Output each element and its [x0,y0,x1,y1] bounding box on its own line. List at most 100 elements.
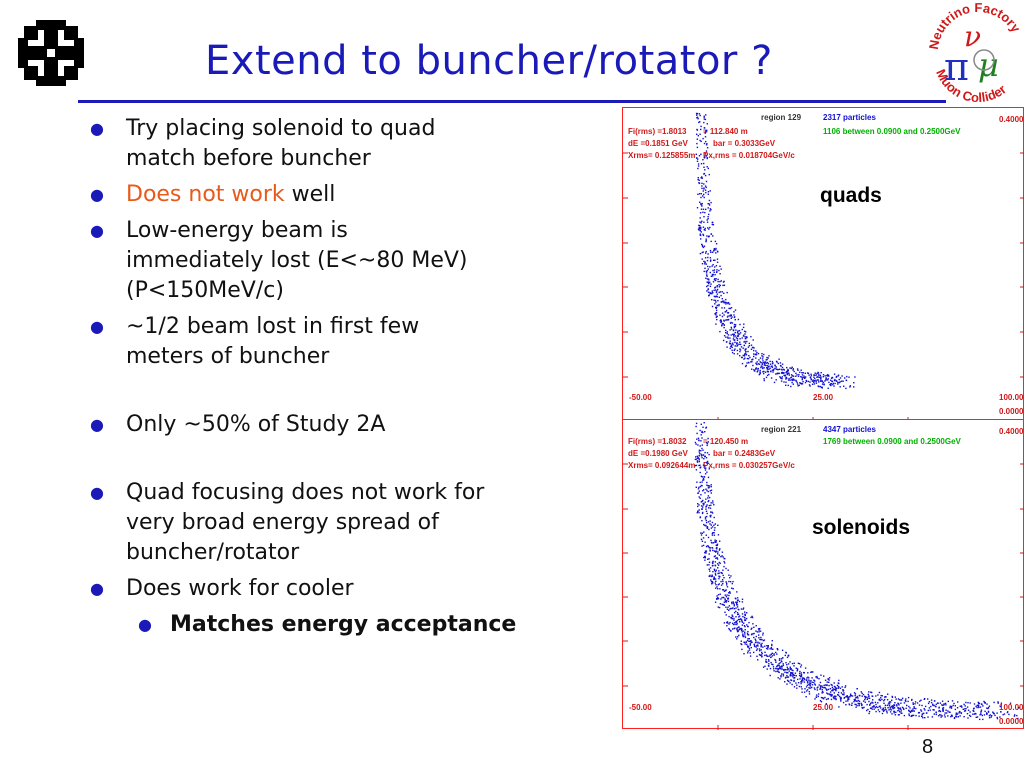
bullet-item: ● Try placing solenoid to quad match bef… [88,114,558,174]
scatter-point [705,467,707,469]
scatter-point [706,452,709,454]
scatter-point [725,581,727,583]
scatter-point [813,681,815,684]
scatter-point [716,557,718,559]
scatter-point [804,688,806,690]
scatter-point [962,708,964,710]
scatter-point [950,714,953,716]
scatter-point [868,695,870,698]
scatter-point [729,591,731,593]
scatter-point [720,321,722,324]
scatter-point [711,542,713,544]
scatter-point [703,479,705,481]
scatter-point [731,587,733,589]
scatter-point [717,300,719,302]
scatter-point [706,147,709,149]
scatter-point [871,708,873,710]
scatter-point [737,613,739,616]
scatter-point [709,547,711,549]
scatter-point [832,382,834,385]
scatter-point [714,299,717,302]
scatter-point [881,712,884,715]
scatter-point [732,601,734,603]
scatter-point [732,588,734,590]
scatter-point [741,613,744,615]
scatter-point [983,701,986,704]
scatter-point [736,606,739,608]
scatter-point [709,271,711,274]
scatter-point [739,350,741,353]
scatter-point [726,621,729,623]
scatter-point [864,698,866,701]
scatter-point [698,193,701,195]
scatter-point [882,709,885,711]
scatter-point [716,285,718,287]
scatter-point [733,605,735,607]
scatter-point [719,593,721,595]
scatter-point [716,586,718,588]
scatter-point [819,374,822,377]
svg-text:0.4000: 0.4000 [999,427,1024,436]
scatter-point [820,376,822,378]
scatter-point [718,572,720,574]
scatter-point [750,348,753,350]
scatter-point [790,379,793,381]
scatter-point [742,347,744,349]
scatter-point [838,378,840,381]
scatter-point [806,682,809,684]
scatter-point [937,715,940,717]
scatter-point [729,592,731,594]
scatter-point [703,121,705,124]
scatter-point [841,375,843,377]
scatter-point [740,640,742,642]
scatter-point [931,716,934,718]
scatter-point [803,691,806,693]
scatter-point [868,710,871,713]
scatter-point [745,641,747,643]
scatter-point [704,492,706,494]
scatter-point [775,651,777,654]
scatter-point [955,716,958,718]
scatter-point [707,253,709,255]
scatter-point [897,703,900,705]
scatter-point [761,651,763,654]
scatter-point [706,143,708,145]
scatter-point [699,139,701,142]
scatter-point [714,289,717,291]
scatter-point [853,386,855,388]
scatter-point [714,578,717,580]
scatter-point [715,323,717,325]
scatter-point [726,600,728,602]
scatter-point [864,701,866,703]
svg-text:Px,rms = 0.018704GeV/c: Px,rms = 0.018704GeV/c [703,151,795,160]
scatter-point [709,226,711,229]
scatter-point [839,381,841,383]
scatter-point [827,387,829,389]
scatter-point [887,693,889,695]
scatter-point [704,465,706,467]
scatter-point [900,708,902,710]
scatter-point [726,341,728,343]
scatter-point [820,701,823,703]
scatter-point [854,693,857,695]
svg-text:100.00: 100.00 [999,393,1024,402]
scatter-point [699,225,701,227]
scatter-point [737,636,739,638]
scatter-point [835,687,838,690]
scatter-point [887,707,889,709]
scatter-point [816,687,818,689]
scatter-point [717,588,719,590]
scatter-point [747,645,749,647]
scatter-point [915,707,917,710]
scatter-point [709,523,711,525]
scatter-point [988,705,991,707]
scatter-point [736,604,738,606]
scatter-point [769,648,771,650]
scatter-point [775,379,777,381]
scatter-point [723,577,725,579]
scatter-point [864,696,867,698]
scatter-point [730,630,732,632]
scatter-point [700,208,703,210]
scatter-point [821,688,823,691]
scatter-point [864,695,866,698]
